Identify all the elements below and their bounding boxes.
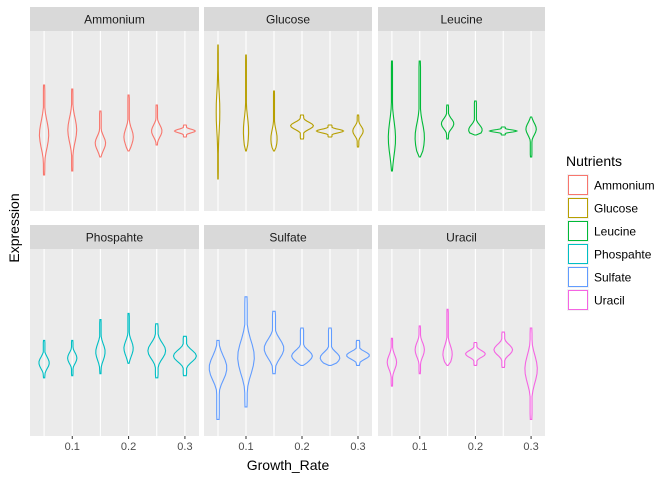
panel-background [30, 31, 199, 211]
legend-key-glucose [568, 198, 588, 218]
facet-panel-uracil: Uracil [378, 225, 545, 436]
x-tick-label: 0.1 [412, 441, 427, 453]
violin-leucine-0.15 [440, 104, 455, 140]
violin-phospahte-0.15 [95, 319, 106, 375]
violin-glucose-0.15 [270, 90, 278, 152]
violin-uracil-0.05 [386, 337, 398, 387]
x-tick-label: 0.3 [177, 441, 192, 453]
facet-strip [378, 225, 545, 249]
violin-glucose-0.3 [352, 114, 364, 148]
violin-sulfate-0.1 [237, 296, 255, 408]
violin-sulfate-0.2 [291, 327, 313, 366]
facet-strip-label: Leucine [440, 13, 482, 27]
violin-uracil-0.25 [493, 331, 514, 368]
panel-background [30, 249, 199, 436]
panel-background [204, 249, 372, 436]
violin-phospahte-0.05 [38, 339, 50, 379]
violin-leucine-0.2 [468, 100, 483, 136]
legend: Nutrients Ammonium Glucose Leucine Phospaht… [566, 153, 655, 311]
violin-phospahte-0.25 [147, 323, 167, 379]
violin-uracil-0.15 [442, 308, 453, 366]
legend-label-leucine: Leucine [594, 225, 636, 239]
legend-title: Nutrients [566, 153, 622, 169]
y-axis-title: Expression [6, 193, 22, 262]
x-tick-label: 0.1 [65, 441, 80, 453]
violin-uracil-0.2 [464, 341, 486, 366]
panels-layer: Ammonium Glucose Leucine Phospahte Sulfate Ur… [30, 7, 545, 436]
violin-ammonium-0.15 [94, 110, 107, 158]
violin-glucose-0.1 [242, 54, 250, 152]
violin-ammonium-0.25 [151, 104, 163, 146]
facet-strip [30, 7, 199, 31]
violin-leucine-0.3 [525, 116, 537, 158]
x-tick-label: 0.1 [238, 441, 253, 453]
facet-panel-phospahte: Phospahte [30, 225, 199, 436]
panel-background [378, 31, 545, 211]
facet-panel-leucine: Leucine [378, 7, 545, 211]
violin-glucose-0.2 [289, 114, 315, 140]
violin-phospahte-0.2 [123, 312, 134, 364]
legend-key-leucine [568, 221, 588, 241]
violin-glucose-0.25 [315, 124, 345, 138]
facet-strip-label: Uracil [446, 231, 477, 245]
facet-strip-label: Ammonium [84, 13, 145, 27]
violin-phospahte-0.1 [67, 339, 78, 377]
facet-panel-ammonium: Ammonium [30, 7, 199, 211]
facet-strip [30, 225, 199, 249]
violin-phospahte-0.3 [172, 335, 197, 377]
violin-sulfate-0.15 [263, 310, 285, 375]
violin-ammonium-0.3 [173, 124, 197, 138]
facet-strip [204, 225, 372, 249]
facet-strip [204, 7, 372, 31]
legend-label-phospahte: Phospahte [594, 248, 652, 262]
facet-panel-glucose: Glucose [204, 7, 372, 211]
facet-strip-label: Phospahte [86, 231, 144, 245]
facet-strip-label: Glucose [266, 13, 310, 27]
legend-key-phospahte [568, 244, 588, 264]
legend-label-uracil: Uracil [594, 294, 625, 308]
violin-ammonium-0.2 [123, 94, 134, 152]
panel-background [204, 31, 372, 211]
axes-layer: 0.1 0.2 0.3 0.1 0.2 0.3 0.1 0.2 0.3 [65, 436, 539, 453]
facet-strip [378, 7, 545, 31]
x-tick-label: 0.2 [294, 441, 309, 453]
violin-uracil-0.3 [524, 327, 538, 420]
x-tick-label: 0.3 [523, 441, 538, 453]
violin-ammonium-0.05 [38, 84, 50, 176]
legend-key-ammonium [568, 175, 588, 195]
legend-key-sulfate [568, 267, 588, 287]
violin-sulfate-0.25 [319, 327, 341, 366]
x-tick-label: 0.3 [350, 441, 365, 453]
violin-glucose-0.05 [215, 44, 221, 180]
x-axis-title: Growth_Rate [247, 457, 330, 473]
facet-strip-label: Sulfate [269, 231, 307, 245]
panel-background [378, 249, 545, 436]
violin-leucine-0.1 [414, 60, 425, 158]
legend-label-ammonium: Ammonium [594, 179, 655, 193]
violin-ammonium-0.1 [67, 88, 78, 172]
legend-label-sulfate: Sulfate [594, 271, 632, 285]
violin-leucine-0.05 [387, 60, 397, 172]
violin-leucine-0.25 [488, 126, 519, 136]
x-tick-label: 0.2 [121, 441, 136, 453]
violin-uracil-0.1 [414, 325, 425, 375]
x-tick-label: 0.2 [468, 441, 483, 453]
legend-key-uracil [568, 290, 588, 310]
violin-sulfate-0.05 [208, 339, 228, 420]
legend-label-glucose: Glucose [594, 202, 638, 216]
facet-panel-sulfate: Sulfate [204, 225, 372, 436]
violin-sulfate-0.3 [346, 339, 370, 366]
